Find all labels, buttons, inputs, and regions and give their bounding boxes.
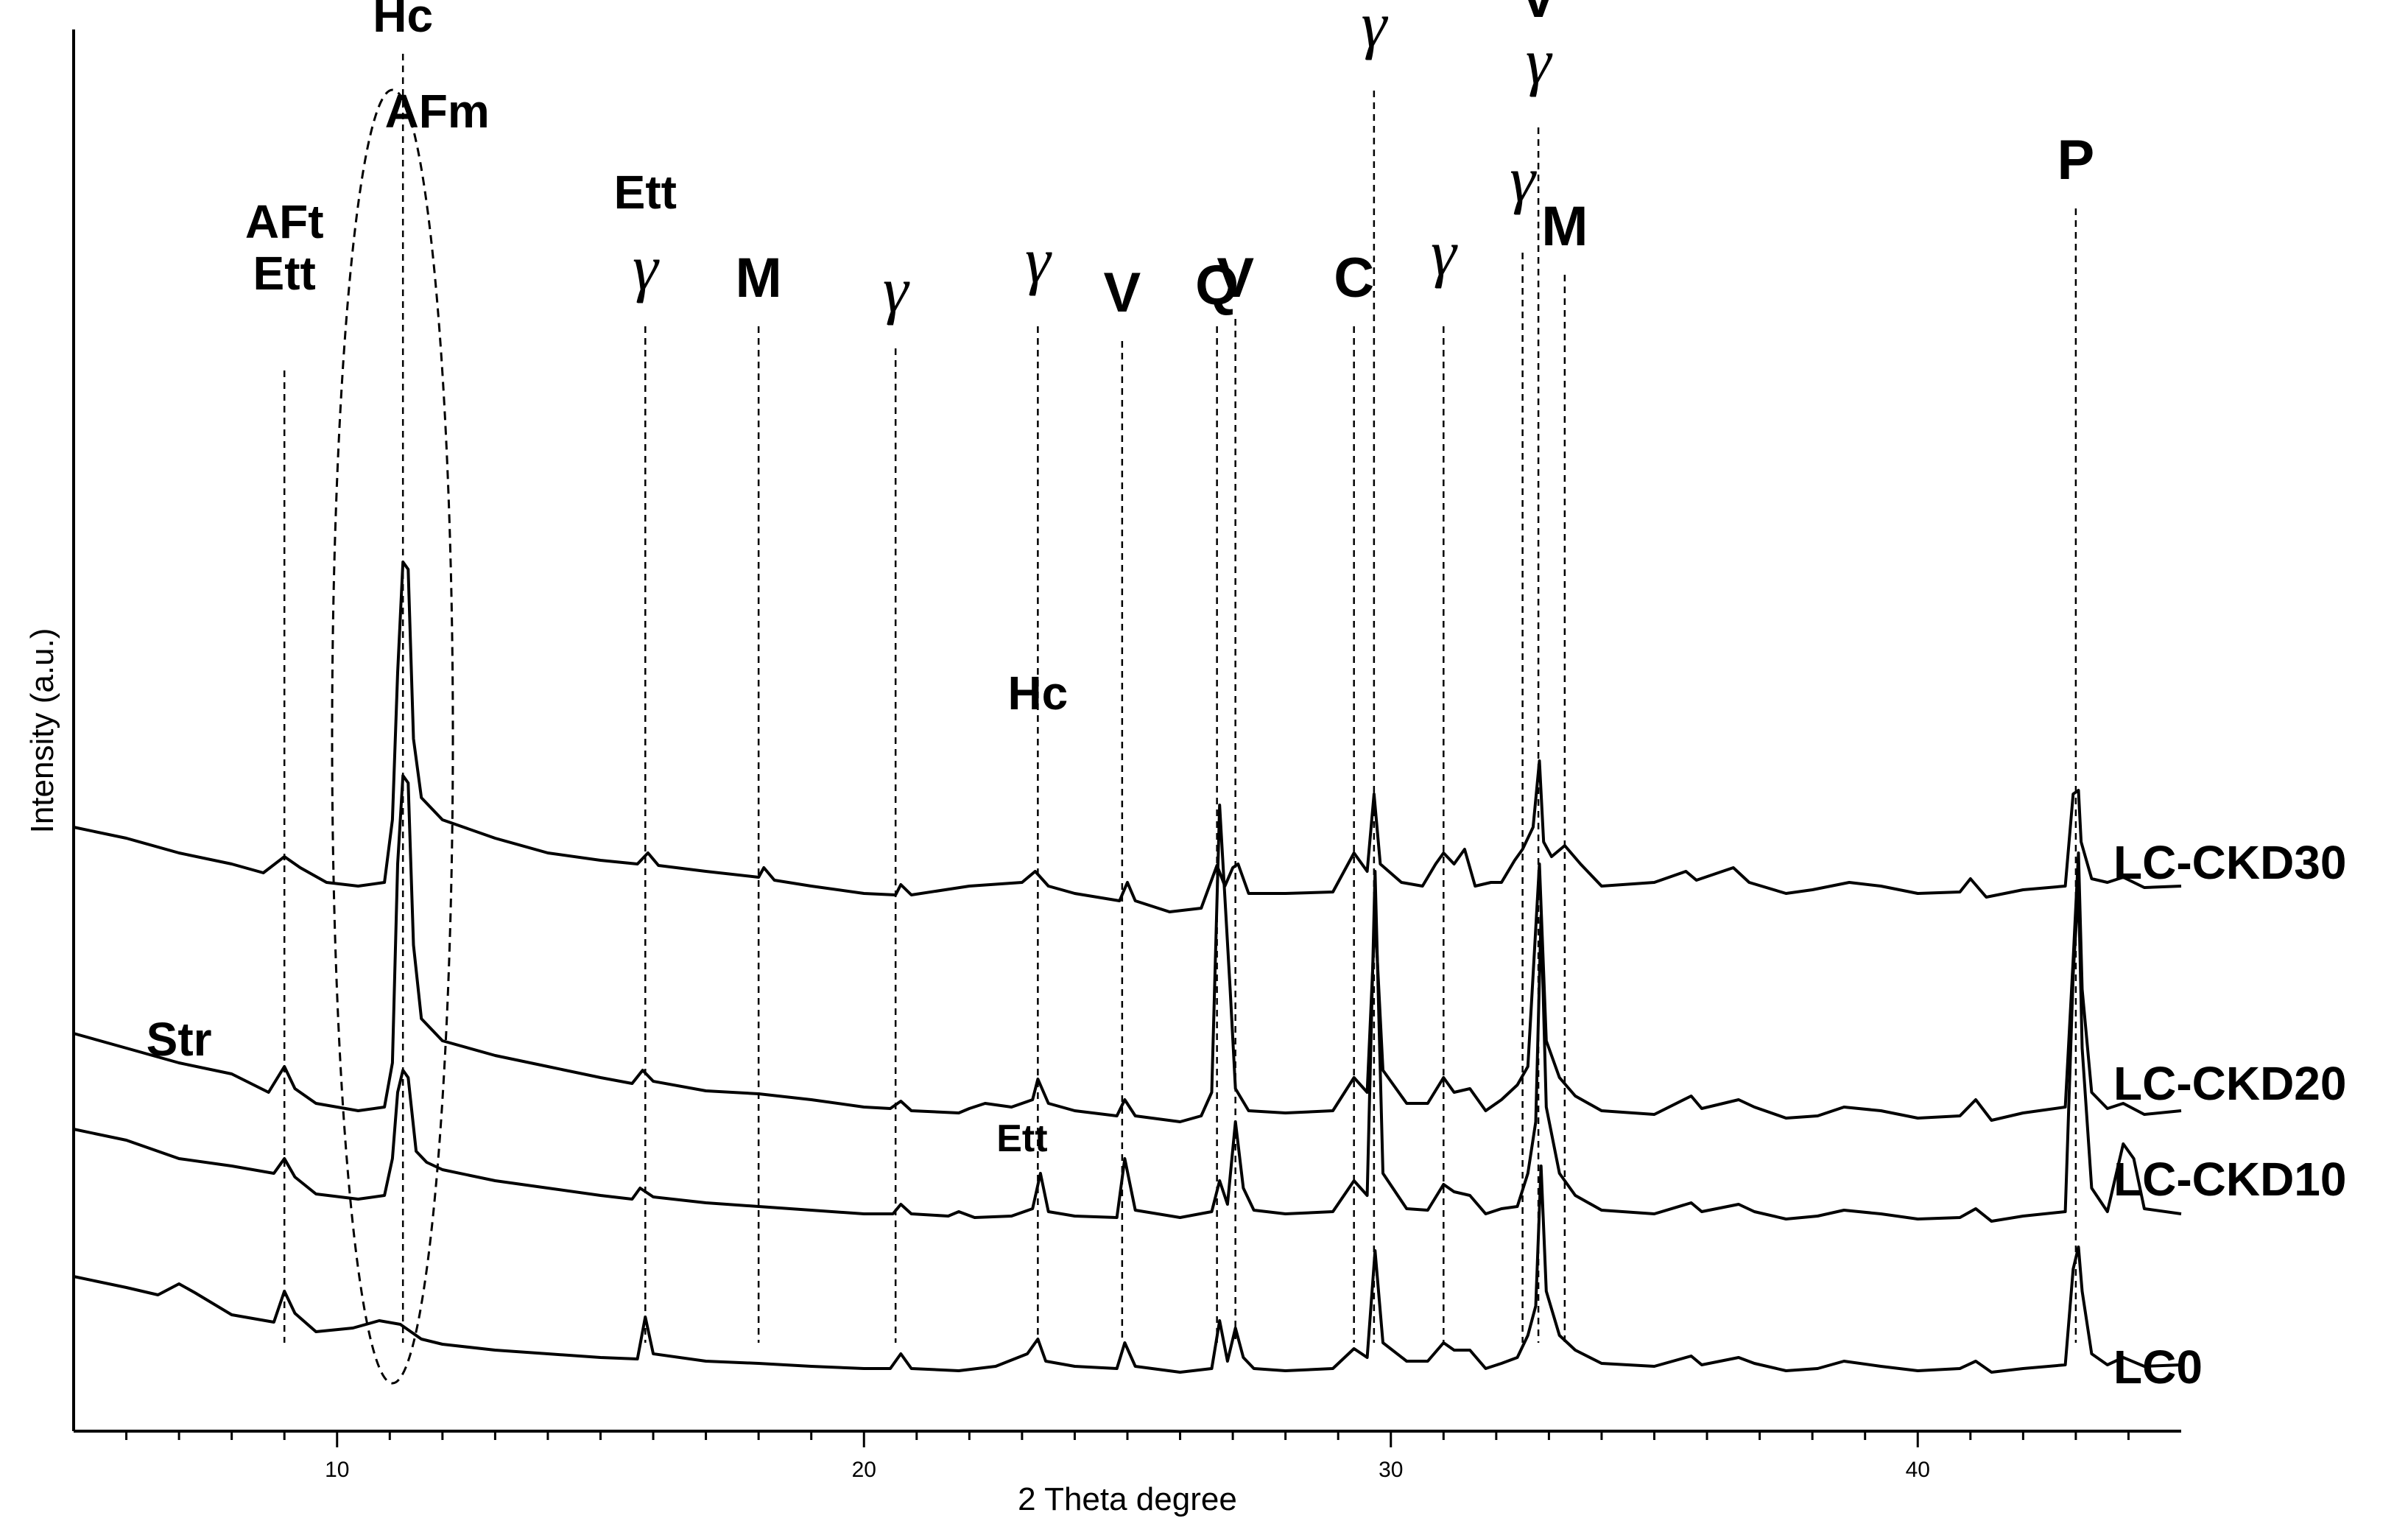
series-line-lc-ckd20	[73, 774, 2182, 1123]
series-label-lc0: LC0	[2113, 1341, 2203, 1394]
series-line-lc0	[73, 1165, 2182, 1374]
series-label-lc-ckd20: LC-CKD20	[2113, 1057, 2346, 1110]
peak-label-p: P	[2057, 129, 2095, 192]
peak-label-m: M	[735, 247, 781, 309]
x-axis-ticks: 10 20 30 40	[125, 1431, 2130, 1482]
series-label-lc-ckd30: LC-CKD30	[2113, 836, 2346, 889]
axes: 10 20 30 40 2 Theta degree Intensity (a.u.)	[24, 29, 2181, 1517]
peak-label-str: Str	[147, 1013, 212, 1066]
peak-label-ett: Ett	[996, 1117, 1047, 1160]
x-tick-label: 20	[852, 1458, 876, 1482]
peak-label-aft: AFt	[245, 195, 324, 248]
peak-label-ett: Ett	[253, 247, 316, 300]
peak-label-hc: Hc	[1007, 667, 1068, 720]
peak-label-m: M	[1541, 195, 1588, 258]
x-tick-label: 10	[325, 1458, 349, 1482]
peak-label-hc: Hc	[373, 0, 433, 42]
peak-label-gamma: γ	[883, 255, 910, 326]
peak-label-gamma: γ	[1025, 225, 1052, 297]
peak-label-gamma: γ	[1526, 27, 1553, 98]
peak-label-v: V	[1520, 0, 1557, 29]
peak-label-v: V	[1103, 261, 1141, 324]
peak-label-q: Q	[1195, 254, 1239, 317]
series-label-lc-ckd10: LC-CKD10	[2113, 1153, 2346, 1206]
peak-annotations: AFtEttHcAFmEttγMγγVQVCγγγVγMPHcEttStr	[147, 0, 2095, 1160]
peak-label-gamma: γ	[1510, 144, 1537, 216]
peak-label-gamma: γ	[1362, 0, 1389, 61]
peak-label-c: C	[1334, 247, 1374, 309]
peak-label-v: V	[1217, 247, 1254, 309]
peak-reference-lines	[283, 54, 2077, 1343]
peak-label-gamma: γ	[1431, 218, 1458, 289]
series-line-lc-ckd30	[73, 561, 2182, 913]
y-axis-title: Intensity (a.u.)	[24, 628, 60, 834]
x-tick-label: 40	[1906, 1458, 1930, 1482]
x-tick-label: 30	[1379, 1458, 1403, 1482]
diffraction-patterns: LC-CKD30 LC-CKD20 LC-CKD10 LC0	[73, 561, 2346, 1394]
peak-label-ett: Ett	[614, 166, 677, 219]
hc-afm-highlight-ellipse	[331, 88, 454, 1385]
series-line-lc-ckd10	[73, 870, 2182, 1223]
peak-label-gamma: γ	[633, 233, 660, 304]
peak-label-afm: AFm	[385, 85, 490, 138]
x-axis-title: 2 Theta degree	[1018, 1481, 1237, 1517]
